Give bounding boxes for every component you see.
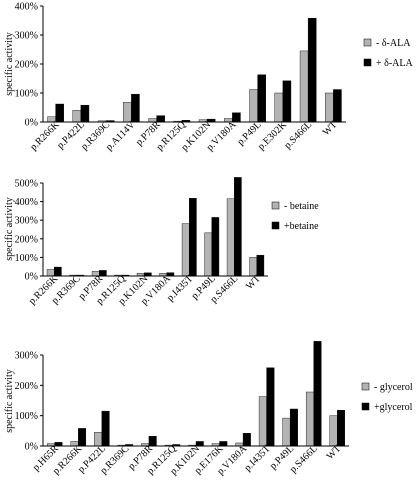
bar-betaine-plus: [211, 217, 220, 277]
y-tick-label: 200%: [15, 234, 38, 245]
chart-glycerol: 0%100%200%300%p.H65Rp.R266Kp.P422Lp.R369…: [4, 341, 413, 477]
legend-label-plus: +glycerol: [374, 402, 413, 413]
bar-glycerol-plus: [242, 433, 251, 447]
bar-glycerol-plus: [337, 410, 345, 447]
bar-delta-ala-plus: [156, 115, 165, 123]
y-tick-label: 200%: [15, 381, 38, 392]
bar-glycerol-plus: [148, 436, 157, 447]
chart-betaine: 0%100%200%300%400%500%p.R266Kp.R369Cp.P7…: [4, 177, 319, 307]
bar-delta-ala-minus: [274, 92, 284, 123]
y-tick-label: 300%: [15, 216, 38, 227]
y-tick-label: 400%: [15, 2, 38, 13]
bar-delta-ala-minus: [325, 92, 334, 123]
bar-glycerol-plus: [313, 341, 322, 447]
bar-delta-ala-plus: [80, 104, 90, 123]
y-tick-label: 100%: [15, 89, 38, 100]
bar-delta-ala-plus: [307, 17, 317, 123]
bar-glycerol-minus: [282, 417, 291, 447]
bar-glycerol-minus: [329, 415, 338, 447]
bar-delta-ala-minus: [123, 102, 132, 123]
y-tick-label: 0%: [25, 118, 38, 129]
bar-delta-ala-minus: [299, 50, 309, 123]
bar-glycerol-plus: [195, 441, 204, 447]
bar-betaine-plus: [166, 272, 175, 277]
legend-swatch-minus: [361, 382, 370, 391]
y-tick-label: 0%: [25, 442, 38, 453]
legend-swatch-plus: [363, 58, 372, 67]
bar-glycerol-plus: [266, 367, 275, 447]
bar-delta-ala-plus: [55, 103, 64, 123]
bar-glycerol-plus: [101, 410, 110, 447]
legend-label-minus: - glycerol: [374, 382, 413, 393]
bar-betaine-minus: [249, 257, 257, 277]
bar-delta-ala-plus: [333, 89, 342, 123]
legend-label-minus: - betaine: [284, 201, 319, 212]
x-tick-label: p.S466L: [282, 119, 314, 151]
legend-label-plus: + δ-ALA: [376, 58, 414, 69]
y-axis-label: specific activity: [4, 369, 15, 433]
bar-betaine-minus: [181, 223, 190, 277]
y-tick-label: 0%: [25, 272, 38, 283]
y-axis-label: specific activity: [4, 32, 15, 96]
bar-betaine-plus: [234, 177, 242, 277]
bar-betaine-plus: [256, 254, 265, 277]
bar-glycerol-plus: [219, 441, 228, 447]
bar-betaine-minus: [226, 198, 235, 277]
bar-glycerol-plus: [289, 408, 298, 447]
bar-betaine-plus: [189, 198, 197, 277]
x-tick-label: p.I435T: [242, 443, 272, 473]
y-tick-label: 300%: [15, 351, 38, 362]
y-tick-label: 100%: [15, 253, 38, 264]
bar-delta-ala-minus: [249, 89, 258, 123]
bar-betaine-minus: [204, 232, 212, 277]
chart-delta-ala: 0%100%200%300%400%p.R266Kp.P422Lp.R369Cp…: [4, 2, 414, 154]
bar-glycerol-minus: [258, 396, 267, 447]
legend-swatch-plus: [361, 402, 370, 411]
y-tick-label: 300%: [15, 31, 38, 42]
y-axis-label: specific activity: [4, 197, 15, 261]
legend-swatch-plus: [271, 221, 280, 230]
y-tick-label: 200%: [15, 60, 38, 71]
legend-swatch-minus: [271, 201, 280, 210]
bar-delta-ala-plus: [232, 112, 241, 123]
bar-betaine-plus: [54, 266, 62, 277]
legend-label-plus: +betaine: [284, 221, 319, 232]
bar-delta-ala-plus: [131, 93, 140, 123]
y-tick-label: 400%: [15, 197, 38, 208]
bar-delta-ala-plus: [257, 74, 266, 123]
bar-glycerol-plus: [78, 428, 87, 447]
y-tick-label: 100%: [15, 411, 38, 422]
legend-swatch-minus: [363, 38, 372, 47]
bar-glycerol-plus: [54, 442, 63, 447]
bar-delta-ala-plus: [282, 80, 292, 123]
bar-glycerol-minus: [305, 391, 314, 447]
x-tick-label: p.E302K: [256, 119, 290, 153]
legend-label-minus: - δ-ALA: [376, 38, 411, 49]
y-tick-label: 500%: [15, 179, 38, 190]
bar-betaine-plus: [99, 270, 107, 277]
